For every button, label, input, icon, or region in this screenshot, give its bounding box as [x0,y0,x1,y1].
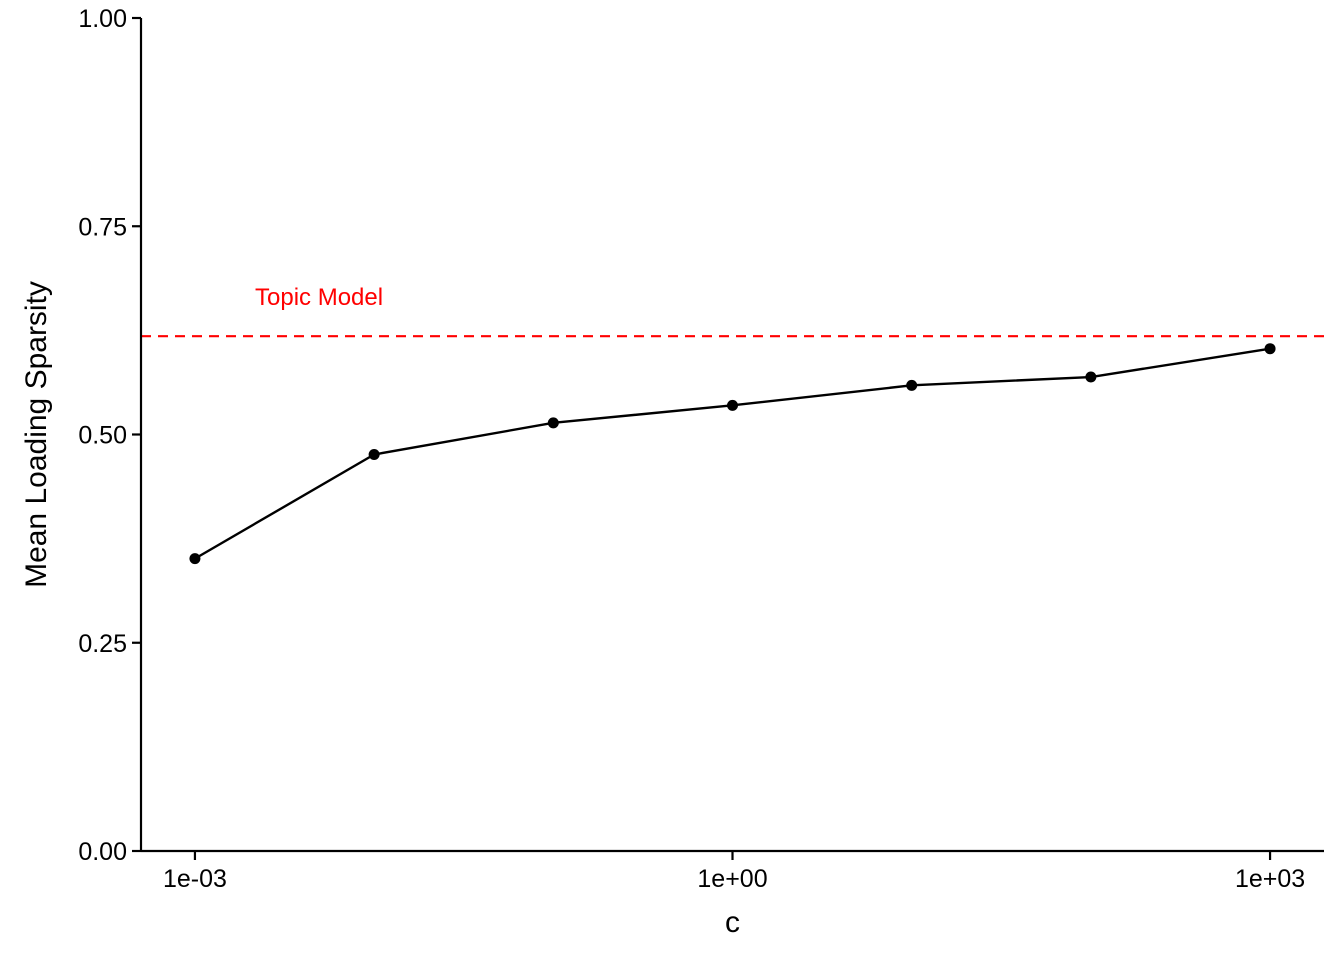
y-tick-label: 0.75 [78,213,127,241]
x-axis-title: c [725,906,740,939]
data-point [906,379,918,391]
y-tick-label: 0.25 [78,630,127,658]
x-tick-label: 1e+00 [697,865,767,893]
data-point [1264,343,1276,355]
x-axis-ticks: 1e-03 1e+00 1e+03 [163,851,1305,893]
y-axis-title: Mean Loading Sparsity [20,281,53,588]
data-point [547,417,559,429]
y-tick-label: 1.00 [78,5,127,33]
series-line [194,347,1271,560]
data-point [727,399,738,411]
y-tick-label: 0.00 [78,838,127,866]
reference-layer: Topic Model [141,284,1324,338]
y-tick-label: 0.50 [78,422,127,450]
axes: 0.00 0.25 0.50 0.75 1.00 1e-03 1e+00 1e+03 [78,5,1324,893]
data-point [189,553,201,565]
series-layer [189,343,1276,565]
data-point [1085,371,1097,383]
y-axis-ticks: 0.00 0.25 0.50 0.75 1.00 [78,5,141,866]
x-tick-label: 1e+03 [1235,865,1305,893]
x-tick-label: 1e-03 [163,865,227,893]
data-point [368,448,380,460]
reference-label: Topic Model [255,284,383,311]
